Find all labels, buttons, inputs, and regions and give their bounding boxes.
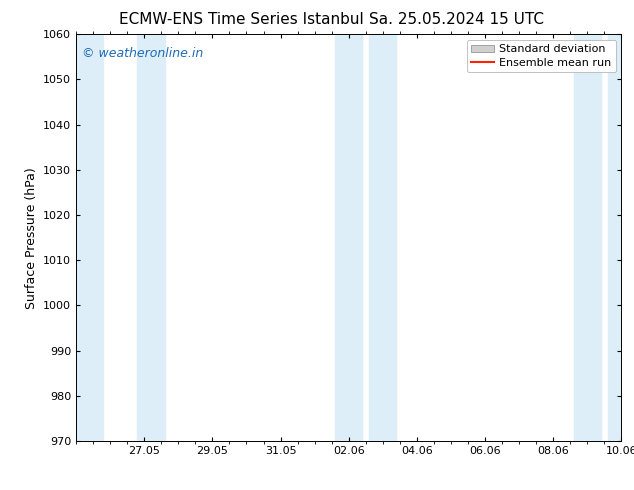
- Bar: [574, 34, 601, 441]
- Y-axis label: Surface Pressure (hPa): Surface Pressure (hPa): [25, 167, 37, 309]
- Bar: [76, 34, 103, 441]
- Text: Sa. 25.05.2024 15 UTC: Sa. 25.05.2024 15 UTC: [369, 12, 544, 27]
- Text: ECMW-ENS Time Series Istanbul: ECMW-ENS Time Series Istanbul: [119, 12, 363, 27]
- Bar: [607, 34, 621, 441]
- Bar: [369, 34, 396, 441]
- Text: © weatheronline.in: © weatheronline.in: [82, 47, 203, 59]
- Bar: [335, 34, 362, 441]
- Bar: [138, 34, 165, 441]
- Legend: Standard deviation, Ensemble mean run: Standard deviation, Ensemble mean run: [467, 40, 616, 72]
